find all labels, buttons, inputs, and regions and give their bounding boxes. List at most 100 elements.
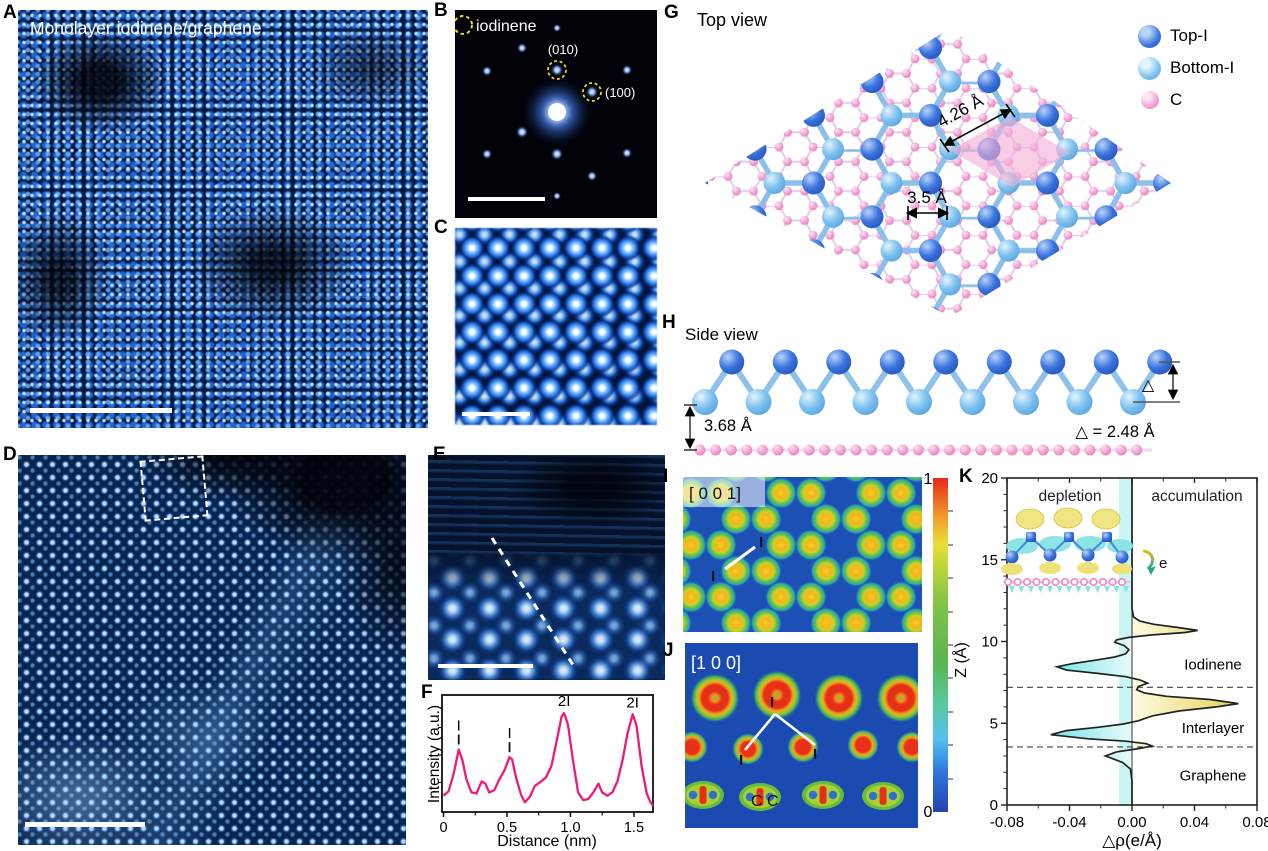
scale-bar — [468, 197, 545, 201]
k-ylabel: Z (Å) — [951, 642, 970, 678]
iodinene-lattice — [705, 28, 1171, 317]
svg-text:accumulation: accumulation — [1151, 488, 1242, 505]
panel-e-overlay — [438, 537, 577, 669]
svg-text:1.5: 1.5 — [624, 820, 644, 836]
buckling-symbol: △ — [1142, 377, 1155, 394]
svg-text:10: 10 — [981, 634, 998, 651]
carbon-pair-label: C C — [751, 793, 779, 810]
k-xlabel: △ρ(e/Å) — [1102, 831, 1162, 850]
bond-length-label: 3.5 Å — [907, 188, 947, 207]
legend-item-bottom-i: Bottom-I — [1138, 52, 1234, 84]
stem-edge-zoom-image — [428, 455, 665, 680]
colorbar-min-label: 0 — [924, 804, 933, 820]
lattice-region — [428, 554, 665, 680]
region-label: Interlayer — [1182, 720, 1245, 737]
svg-text:0: 0 — [990, 797, 998, 814]
svg-text:I: I — [507, 725, 511, 742]
density-colorbar: 1 0 — [924, 471, 953, 820]
electron-transfer-arrow — [1142, 549, 1155, 571]
svg-text:0.00: 0.00 — [1117, 814, 1146, 831]
intensity-curve — [442, 712, 654, 807]
scale-bar — [30, 408, 172, 413]
electron-label: e — [1159, 555, 1167, 572]
colorbar-max-label: 1 — [924, 471, 933, 488]
top-view-model: 4.26 Å 3.5 Å Top view — [697, 10, 1171, 317]
iodine-atom-label: I — [739, 752, 743, 769]
iodinene-legend-circle-icon — [455, 15, 473, 35]
svg-text:-0.08: -0.08 — [990, 814, 1024, 831]
iodine-atom-label: I — [813, 746, 817, 763]
legend-item-top-i: Top-I — [1138, 20, 1234, 52]
spot-100-circle-icon — [582, 82, 602, 102]
top-iodine-tori — [690, 670, 918, 723]
spot-010-circle-icon — [547, 60, 567, 80]
svg-text:1.0: 1.0 — [560, 820, 580, 836]
svg-text:0.5: 0.5 — [497, 820, 517, 836]
bottom-i-atom-icon — [1138, 56, 1161, 80]
charge-density-curve — [1050, 478, 1239, 805]
legend-label: Top-I — [1170, 26, 1208, 45]
side-view-model: Side view 3.68 Å △ △ = 2.48 Å — [684, 325, 1180, 456]
panel-e-label: E — [433, 444, 446, 465]
intensity-profile-chart: 0 0.5 1.0 1.5 I I 2I 2I Distance (nm) — [438, 693, 654, 850]
legend-label: Bottom-I — [1170, 58, 1235, 77]
direction-label-box — [683, 477, 765, 507]
iodine-zigzag-atoms — [692, 349, 1173, 415]
colorbar-ticks — [948, 510, 953, 780]
stem-image-edge — [18, 455, 406, 845]
panel-d-label: D — [3, 444, 17, 465]
panel-j-label: J — [663, 640, 674, 661]
fft-pattern: iodinene (010) (100) — [455, 10, 657, 218]
amorphous-region — [428, 455, 665, 563]
panel-g-label: G — [664, 2, 679, 23]
top-view-title: Top view — [697, 10, 768, 30]
stem-zoom-image — [455, 228, 657, 425]
direction-label: [ 0 0 1] — [689, 484, 741, 503]
scale-bar — [462, 412, 530, 416]
buckling-value-label: △ = 2.48 Å — [1075, 422, 1154, 441]
svg-text:0.04: 0.04 — [1180, 814, 1209, 831]
svg-text:2I: 2I — [626, 694, 639, 711]
svg-text:depletion: depletion — [1039, 488, 1102, 505]
profile-dashed-line — [490, 537, 577, 669]
svg-text:20: 20 — [981, 470, 998, 487]
bond-indicator-line — [724, 545, 756, 571]
svg-text:0: 0 — [439, 820, 447, 836]
panel-k-label: K — [959, 466, 973, 487]
charge-transfer-chart: 0 5 10 15 20 -0.08 -0.04 0.00 0.04 0.08 depletion a… — [951, 470, 1268, 850]
top-i-atom-icon — [1138, 24, 1161, 48]
panel-c-label: C — [434, 217, 448, 238]
svg-text:-0.04: -0.04 — [1052, 814, 1086, 831]
bottom-iodine-blobs — [685, 729, 918, 765]
f-ylabel: Intensity (a.u.) — [426, 704, 443, 804]
svg-text:5: 5 — [990, 715, 998, 732]
charge-isosurface-inset: e — [1001, 507, 1167, 593]
graphene-chain — [694, 444, 1143, 456]
spot-010-label: (010) — [548, 42, 578, 57]
bond-indicator-lines — [744, 712, 816, 751]
roi-dashed-box — [139, 455, 209, 522]
carbon-atom-icon — [1141, 91, 1159, 109]
scale-bar — [25, 822, 145, 827]
panel-i-label: I — [663, 466, 669, 487]
charge-density-side-map: [1 0 0] I I I C C — [685, 643, 918, 828]
spot-100-label: (100) — [605, 85, 635, 100]
fft-center-core — [548, 103, 566, 121]
charge-density-top-map: [ 0 0 1] I I — [683, 477, 922, 632]
region-label: Iodinene — [1184, 656, 1242, 673]
svg-text:2I: 2I — [558, 693, 571, 710]
svg-text:I: I — [457, 718, 461, 735]
interlayer-distance-label: 3.68 Å — [704, 416, 752, 435]
iodine-atom-label: I — [711, 568, 715, 585]
legend-label: C — [1170, 90, 1183, 109]
panel-b-label: B — [434, 0, 448, 21]
fft-spots — [482, 24, 632, 200]
stem-image-monolayer: Monolayer iodinene/graphene — [18, 10, 428, 428]
lattice-constant-arrow — [943, 108, 1012, 147]
scale-bar — [438, 664, 533, 668]
iodine-zigzag-bonds — [702, 359, 1163, 405]
panel-a-label: A — [3, 2, 17, 23]
svg-text:0.08: 0.08 — [1242, 814, 1268, 831]
direction-label: [1 0 0] — [691, 653, 741, 673]
